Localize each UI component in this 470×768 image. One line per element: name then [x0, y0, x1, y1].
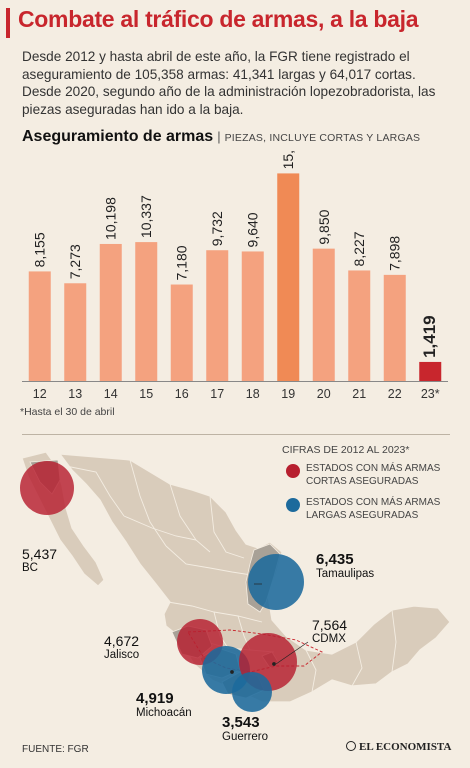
- value-label-14: 10,198: [103, 197, 119, 240]
- name-guerrero: Guerrero: [222, 731, 269, 743]
- bar-16: [170, 284, 193, 381]
- category-label-20: 20: [317, 387, 331, 401]
- bar-13: [64, 283, 87, 381]
- bar-chart: 8,155 12 7,273 13 10,198 14 10,337 15 7,180 16 9,7…: [22, 150, 448, 401]
- category-label-22: 22: [388, 387, 402, 401]
- category-label-21: 21: [352, 387, 366, 401]
- value-label-19: 15,449: [280, 150, 296, 169]
- bubble-guerrero: [232, 672, 272, 712]
- chart-title-separator: |: [217, 129, 221, 144]
- category-label-17: 17: [210, 387, 224, 401]
- category-label-16: 16: [175, 387, 189, 401]
- value-label-18: 9,640: [245, 212, 261, 247]
- value-guerrero: 3,543: [222, 714, 260, 731]
- bar-14: [99, 243, 122, 381]
- name-tamaulipas: Tamaulipas: [316, 568, 375, 580]
- label-michoacan: 4,919 Michoacán: [136, 690, 192, 720]
- chart-title: Aseguramiento de armas: [22, 128, 214, 145]
- label-bc: 5,437 BC: [22, 547, 57, 575]
- value-michoacan: 4,919: [136, 690, 174, 707]
- page-title: Combate al tráfico de armas, a la baja: [18, 6, 419, 32]
- brand-logo-icon: [346, 741, 356, 751]
- bar-20: [312, 248, 335, 381]
- category-label-15: 15: [139, 387, 153, 401]
- category-label-13: 13: [68, 387, 82, 401]
- brand-logo: EL ECONOMISTA: [346, 741, 451, 753]
- bar-19: [277, 173, 300, 381]
- value-label-15: 10,337: [138, 195, 154, 238]
- value-bc: 5,437: [22, 546, 58, 562]
- legend-label-largas: ESTADOS CON MÁS ARMAS LARGAS ASEGURADAS: [306, 497, 441, 521]
- bubble-bc: [20, 461, 74, 515]
- source-text: FUENTE: FGR: [22, 744, 89, 755]
- name-michoacan: Michoacán: [136, 707, 192, 719]
- value-label-16: 7,180: [174, 245, 190, 280]
- section-divider: [22, 434, 450, 435]
- value-label-22: 7,898: [387, 236, 403, 271]
- bar-22: [383, 274, 406, 381]
- category-label-19: 19: [281, 387, 295, 401]
- value-label-21: 8,227: [351, 231, 367, 266]
- chart-footnote: *Hasta el 30 de abril: [20, 406, 115, 418]
- value-label-13: 7,273: [67, 244, 83, 279]
- chart-subtitle: PIEZAS, INCLUYE CORTAS Y LARGAS: [224, 132, 421, 144]
- name-cdmx: CDMX: [312, 633, 346, 645]
- bubbles: [20, 461, 304, 712]
- bar-17: [206, 250, 229, 381]
- bubble-tamaulipas: [248, 554, 304, 610]
- label-guerrero: 3,543 Guerrero: [222, 714, 269, 744]
- value-label-17: 9,732: [209, 211, 225, 246]
- chart-header: Aseguramiento de armas | PIEZAS, INCLUYE C…: [22, 128, 462, 146]
- name-bc: BC: [22, 562, 38, 574]
- category-label-12: 12: [33, 387, 47, 401]
- bar-12: [28, 271, 51, 381]
- category-label-14: 14: [104, 387, 118, 401]
- label-jalisco: 4,672 Jalisco: [104, 634, 139, 662]
- value-cdmx: 7,564: [312, 617, 348, 633]
- bar-15: [135, 242, 158, 381]
- value-label-12: 8,155: [32, 232, 48, 267]
- leader-lines: [230, 583, 309, 674]
- value-label-20: 9,850: [316, 209, 332, 244]
- value-label-23: 1,419: [420, 315, 439, 358]
- mexico-map: [20, 451, 451, 712]
- category-label-18: 18: [246, 387, 260, 401]
- legend-blue-dot: [286, 498, 300, 512]
- map-legend-title: CIFRAS DE 2012 AL 2023*: [282, 444, 410, 456]
- bar-18: [241, 251, 264, 381]
- legend-red-dot: [286, 464, 300, 478]
- name-jalisco: Jalisco: [104, 649, 140, 661]
- bar-23: [419, 361, 442, 381]
- value-tamaulipas: 6,435: [316, 551, 354, 568]
- label-tamaulipas: 6,435 Tamaulipas: [316, 551, 375, 581]
- value-jalisco: 4,672: [104, 633, 140, 649]
- intro-text: Desde 2012 y hasta abril de este año, la…: [22, 49, 436, 117]
- legend-label-cortas: ESTADOS CON MÁS ARMAS CORTAS ASEGURADAS: [306, 463, 441, 487]
- title-accent-bar: [6, 8, 10, 38]
- bar-21: [348, 270, 371, 381]
- brand-name: EL ECONOMISTA: [359, 741, 452, 753]
- label-cdmx: 7,564 CDMX: [312, 618, 347, 646]
- category-label-23: 23*: [421, 387, 440, 401]
